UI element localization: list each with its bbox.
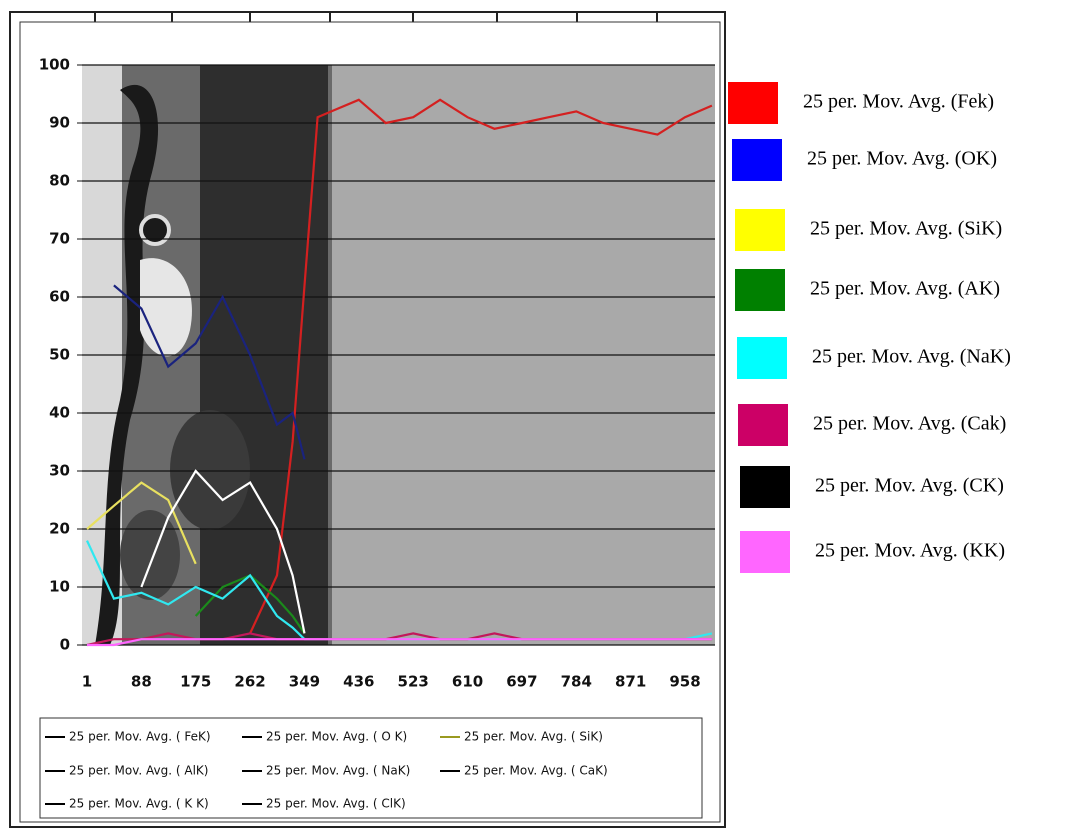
x-tick-label: 697 (506, 673, 537, 691)
x-tick-label: 436 (343, 673, 374, 691)
series-line (113, 284, 306, 460)
x-tick-label: 784 (561, 673, 592, 691)
x-tick-label: 175 (180, 673, 211, 691)
series-line (140, 469, 306, 634)
x-tick-label: 349 (289, 673, 320, 691)
side-legend-swatch (728, 82, 778, 124)
side-legend-label: 25 per. Mov. Avg. (NaK) (812, 346, 1011, 368)
side-legend-label: 25 per. Mov. Avg. (OK) (807, 148, 997, 170)
side-legend-label: 25 per. Mov. Avg. (CK) (815, 475, 1004, 497)
legend-label: 25 per. Mov. Avg. ( FeK) (69, 730, 211, 744)
y-tick-label: 40 (49, 404, 70, 422)
y-tick-label: 20 (49, 520, 70, 538)
side-legend-swatch (737, 337, 787, 379)
series-line (87, 638, 712, 647)
y-tick-label: 70 (49, 230, 70, 248)
legend-label: 25 per. Mov. Avg. ( ClK) (266, 797, 406, 811)
series-line (86, 481, 197, 565)
side-legend-label: 25 per. Mov. Avg. (Fek) (803, 91, 994, 113)
x-tick-label: 1 (82, 673, 92, 691)
x-tick-label: 958 (669, 673, 700, 691)
legend-label: 25 per. Mov. Avg. ( SiK) (464, 730, 603, 744)
side-legend-swatch (740, 466, 790, 508)
side-legend-swatch (735, 269, 785, 311)
side-legend-label: 25 per. Mov. Avg. (AK) (810, 278, 1000, 300)
side-legend-swatch (735, 209, 785, 251)
series-line (249, 98, 713, 634)
side-legend-label: 25 per. Mov. Avg. (KK) (815, 540, 1005, 562)
side-legend-label: 25 per. Mov. Avg. (SiK) (810, 218, 1002, 240)
side-legend-swatch (732, 139, 782, 181)
y-tick-label: 10 (49, 578, 70, 596)
legend-label: 25 per. Mov. Avg. ( AlK) (69, 764, 208, 778)
x-tick-label: 610 (452, 673, 483, 691)
side-legend-swatch (738, 404, 788, 446)
side-legend-swatch (740, 531, 790, 573)
legend-box (39, 717, 703, 819)
y-tick-label: 100 (39, 56, 70, 74)
y-tick-label: 80 (49, 172, 70, 190)
x-tick-label: 523 (398, 673, 429, 691)
legend-label: 25 per. Mov. Avg. ( NaK) (266, 764, 410, 778)
legend-label: 25 per. Mov. Avg. ( O K) (266, 730, 407, 744)
x-tick-label: 88 (131, 673, 152, 691)
y-tick-label: 0 (60, 636, 70, 654)
x-tick-label: 262 (234, 673, 265, 691)
y-tick-label: 60 (49, 288, 70, 306)
side-legend-label: 25 per. Mov. Avg. (Cak) (813, 413, 1006, 435)
legend-label: 25 per. Mov. Avg. ( K K) (69, 797, 209, 811)
x-tick-label: 871 (615, 673, 646, 691)
y-tick-label: 30 (49, 462, 70, 480)
series-line (194, 574, 306, 635)
legend-label: 25 per. Mov. Avg. ( CaK) (464, 764, 608, 778)
y-tick-label: 50 (49, 346, 70, 364)
y-tick-label: 90 (49, 114, 70, 132)
